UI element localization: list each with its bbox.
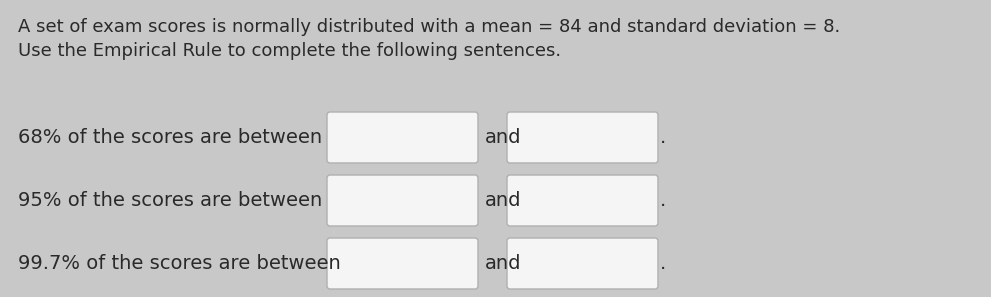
Text: A set of exam scores is normally distributed with a mean = 84 and standard devia: A set of exam scores is normally distrib… <box>18 18 840 36</box>
FancyBboxPatch shape <box>327 238 478 289</box>
Text: and: and <box>485 128 521 147</box>
Text: and: and <box>485 191 521 210</box>
FancyBboxPatch shape <box>507 238 658 289</box>
FancyBboxPatch shape <box>507 112 658 163</box>
Text: 68% of the scores are between: 68% of the scores are between <box>18 128 322 147</box>
Text: 95% of the scores are between: 95% of the scores are between <box>18 191 322 210</box>
FancyBboxPatch shape <box>327 175 478 226</box>
Text: and: and <box>485 254 521 273</box>
FancyBboxPatch shape <box>327 112 478 163</box>
Text: .: . <box>660 254 666 273</box>
Text: 99.7% of the scores are between: 99.7% of the scores are between <box>18 254 341 273</box>
Text: .: . <box>660 191 666 210</box>
Text: .: . <box>660 128 666 147</box>
Text: Use the Empirical Rule to complete the following sentences.: Use the Empirical Rule to complete the f… <box>18 42 561 60</box>
FancyBboxPatch shape <box>507 175 658 226</box>
